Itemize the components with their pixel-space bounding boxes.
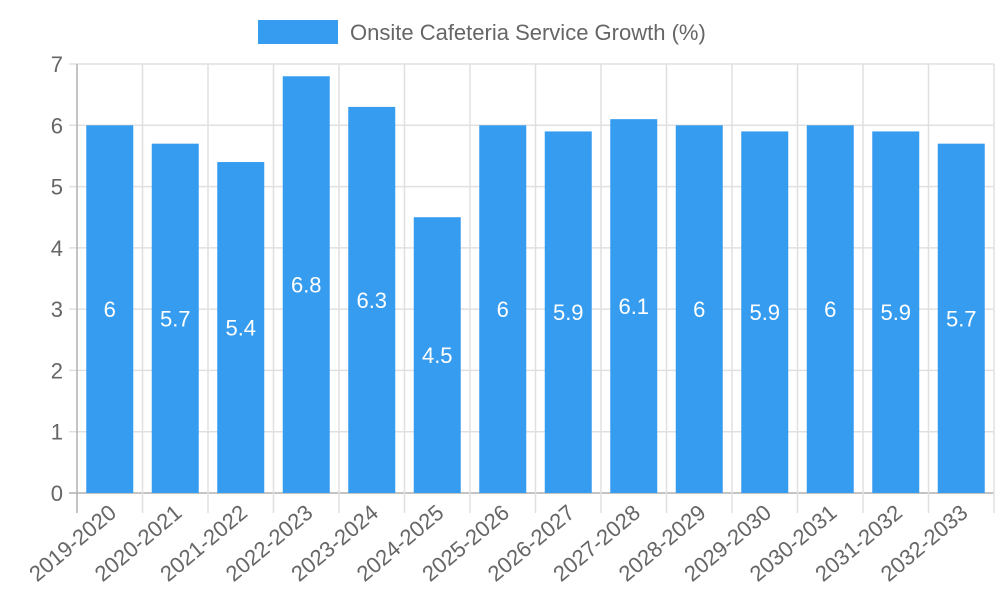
bar [937, 143, 985, 493]
data-label: 5.9 [880, 300, 911, 325]
legend-label: Onsite Cafeteria Service Growth (%) [350, 20, 706, 45]
data-label: 5.9 [553, 300, 584, 325]
y-tick-label: 3 [51, 297, 63, 322]
bar [86, 125, 134, 494]
bar [217, 162, 265, 494]
bar [479, 125, 527, 494]
data-label: 6 [824, 297, 836, 322]
legend[interactable]: Onsite Cafeteria Service Growth (%) [258, 20, 706, 45]
y-tick-label: 6 [51, 113, 63, 138]
data-label: 6.8 [291, 273, 322, 298]
bar [741, 131, 789, 493]
y-tick-label: 0 [51, 481, 63, 506]
bar [675, 125, 723, 494]
bar [806, 125, 854, 494]
data-label: 6 [497, 297, 509, 322]
y-tick-label: 7 [51, 52, 63, 77]
bar [348, 106, 396, 494]
grid [69, 63, 995, 513]
y-tick-label: 1 [51, 420, 63, 445]
y-tick-label: 4 [51, 236, 63, 261]
y-tick-label: 2 [51, 358, 63, 383]
bar [544, 131, 592, 493]
data-label: 5.7 [160, 306, 191, 331]
data-label: 5.7 [946, 306, 977, 331]
data-label: 5.4 [225, 316, 256, 341]
data-label: 6.3 [356, 288, 387, 313]
legend-swatch [258, 20, 338, 44]
bar [872, 131, 920, 493]
data-label: 6 [104, 297, 116, 322]
bar [610, 119, 658, 494]
bar [282, 76, 330, 493]
bar [413, 217, 461, 493]
data-label: 5.9 [749, 300, 780, 325]
data-label: 4.5 [422, 343, 453, 368]
bar [151, 143, 199, 493]
data-label: 6.1 [618, 294, 649, 319]
bars: 6 5.7 5.4 6.8 6.3 4.5 6 5.9 6.1 6 5.9 6 5.9 5.7 [86, 76, 985, 494]
y-tick-label: 5 [51, 175, 63, 200]
data-label: 6 [693, 297, 705, 322]
